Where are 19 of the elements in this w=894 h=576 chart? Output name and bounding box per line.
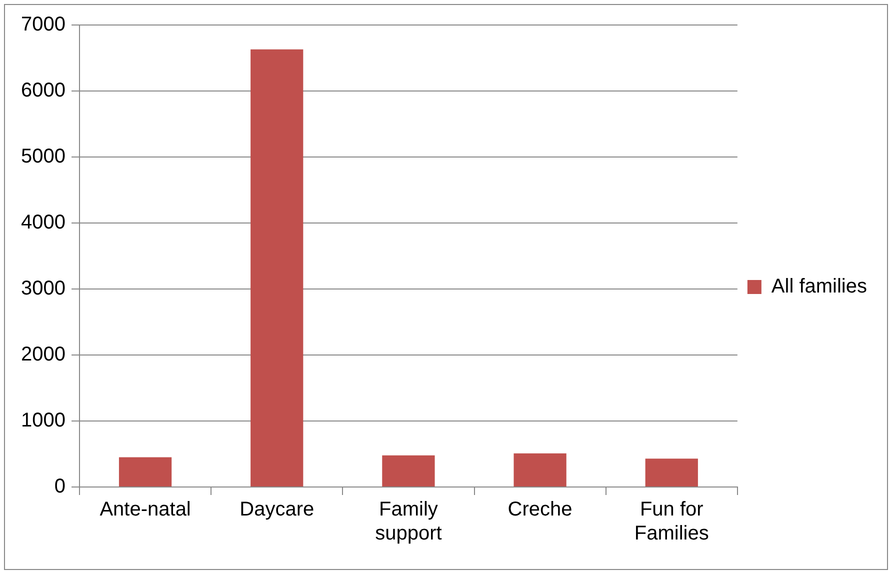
x-tick-label: Fun for Families <box>634 498 709 545</box>
x-tick-label: Creche <box>508 498 572 521</box>
bar <box>514 453 566 486</box>
x-tick-label: Daycare <box>240 498 314 521</box>
y-tick-label: 4000 <box>20 212 66 234</box>
y-tick-label: 0 <box>54 476 66 498</box>
bar <box>250 49 304 486</box>
x-tick-label: Ante-natal <box>100 498 191 521</box>
y-tick-label: 6000 <box>20 80 66 102</box>
y-tick-label: 7000 <box>20 14 66 36</box>
y-tick-label: 2000 <box>20 344 66 366</box>
legend-label: All families <box>771 276 867 298</box>
bar <box>645 458 698 486</box>
x-tick-label: Family support <box>375 498 442 545</box>
y-tick-label: 3000 <box>20 278 66 300</box>
y-tick-label: 1000 <box>20 410 66 432</box>
bar <box>382 455 435 486</box>
y-tick-label: 5000 <box>20 146 66 168</box>
bar <box>118 457 172 486</box>
